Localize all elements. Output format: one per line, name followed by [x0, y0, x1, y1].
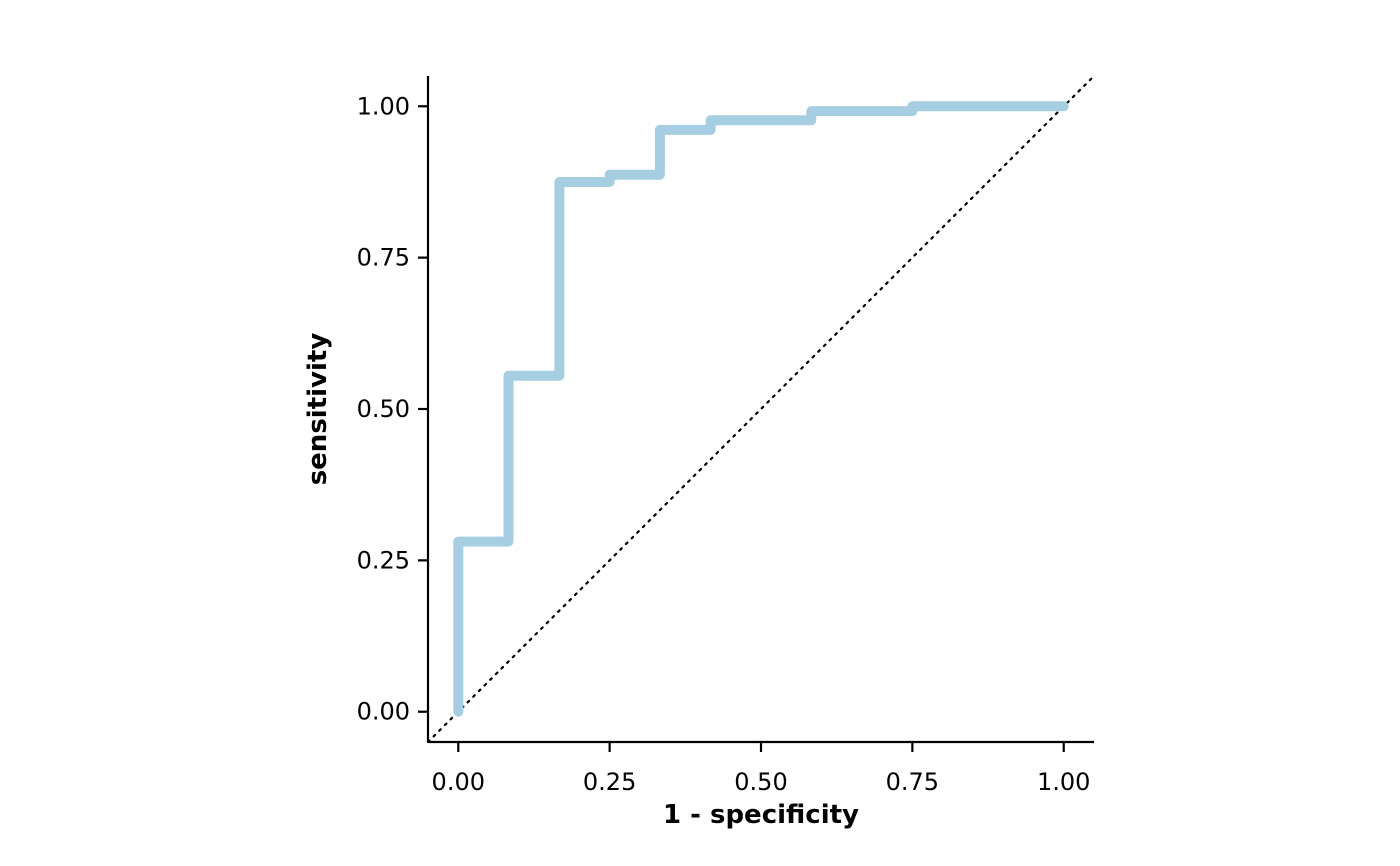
y-tick-label: 0.25 — [357, 546, 410, 574]
y-tick-label: 0.75 — [357, 244, 410, 272]
y-axis-title: sensitivity — [303, 333, 333, 486]
x-tick-label: 0.25 — [583, 768, 636, 796]
y-tick-label: 1.00 — [357, 92, 410, 120]
roc-curve-line — [453, 101, 1069, 717]
diagonal-reference-line — [426, 74, 1096, 744]
x-tick-label: 0.00 — [432, 768, 485, 796]
x-axis-title: 1 - specificity — [663, 800, 859, 830]
y-tick-label: 0.50 — [357, 395, 410, 423]
x-tick-label: 0.50 — [734, 768, 787, 796]
x-tick-label: 1.00 — [1037, 768, 1090, 796]
y-tick-label: 0.00 — [357, 698, 410, 726]
x-tick-label: 0.75 — [886, 768, 939, 796]
